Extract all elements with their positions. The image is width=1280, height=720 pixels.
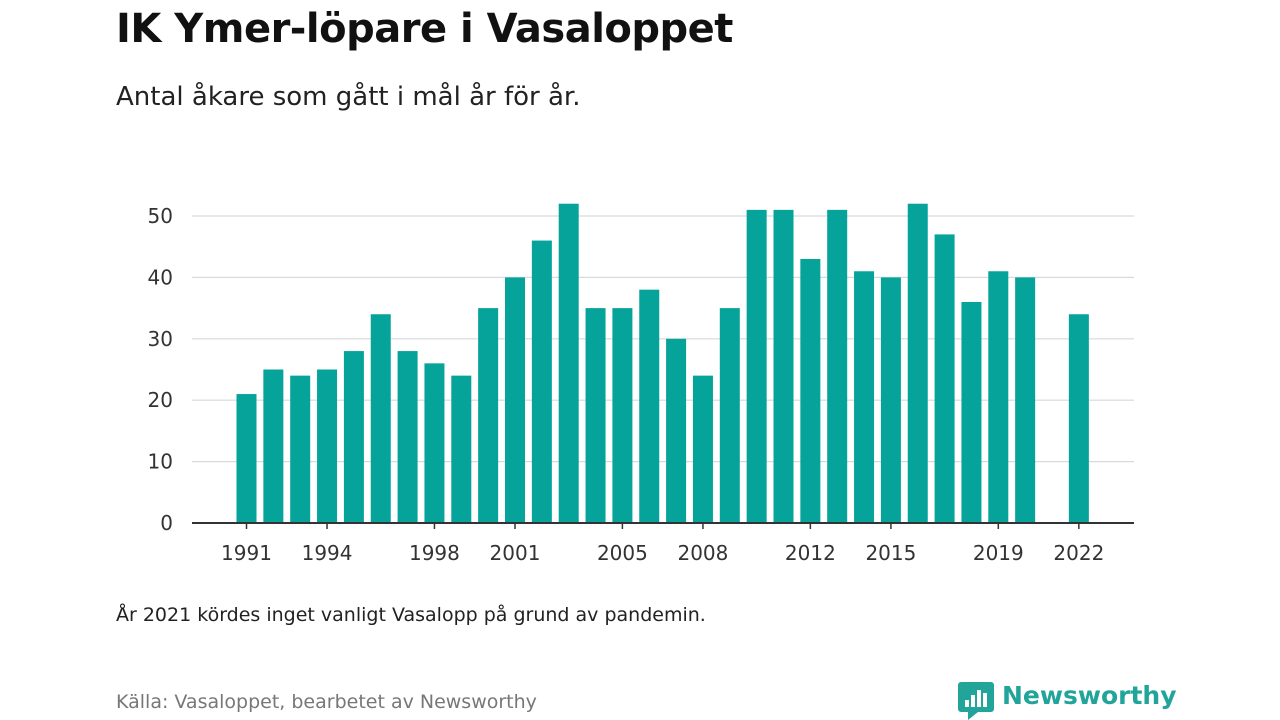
bar-2005 — [612, 308, 633, 523]
y-tick-label: 10 — [148, 450, 173, 474]
bar-1997 — [397, 351, 418, 523]
x-tick-label: 2008 — [677, 541, 728, 565]
bar-1995 — [343, 351, 364, 523]
bar-2019 — [988, 271, 1009, 523]
x-tick-label: 2015 — [865, 541, 916, 565]
newsworthy-brand[interactable]: Newsworthy — [958, 680, 1177, 720]
bar-1991 — [236, 394, 257, 523]
bar-2003 — [558, 203, 579, 523]
bar-1992 — [263, 369, 284, 523]
bar-2014 — [854, 271, 875, 523]
bar-2017 — [934, 234, 955, 524]
bar-2022 — [1068, 314, 1089, 523]
bar-2016 — [907, 203, 928, 523]
y-tick-label: 0 — [160, 511, 173, 535]
y-tick-label: 40 — [148, 265, 173, 289]
bar-2013 — [827, 209, 848, 524]
bar-chart: 0 10 20 30 40 50 1991 1994 1998 2001 2005 2008 2012 2… — [148, 203, 1134, 565]
y-tick-label: 50 — [148, 204, 173, 228]
x-tick-label: 2005 — [597, 541, 648, 565]
bar-2004 — [585, 308, 606, 523]
x-tick-label: 2022 — [1053, 541, 1104, 565]
x-tick-label: 1998 — [409, 541, 460, 565]
bar-1994 — [317, 369, 338, 523]
x-tick-label: 2019 — [973, 541, 1024, 565]
bar-2010 — [746, 209, 767, 524]
bar-2008 — [692, 375, 713, 523]
bar-2009 — [719, 308, 740, 523]
newsworthy-logo-icon — [958, 682, 994, 720]
bar-1998 — [424, 363, 445, 523]
x-tick-label: 1991 — [221, 541, 272, 565]
brand-name: Newsworthy — [1002, 681, 1177, 710]
bar-2007 — [666, 338, 687, 523]
bar-2011 — [773, 209, 794, 524]
bar-1999 — [451, 375, 472, 523]
source-text: Källa: Vasaloppet, bearbetet av Newswort… — [116, 691, 537, 713]
bar-2015 — [880, 277, 901, 523]
chart-title: IK Ymer-löpare i Vasaloppet — [116, 6, 733, 52]
x-tick-label: 2012 — [785, 541, 836, 565]
bar-2012 — [800, 258, 821, 523]
bar-2002 — [531, 240, 552, 523]
bar-2006 — [639, 289, 660, 523]
y-tick-label: 30 — [148, 327, 173, 351]
chart-subtitle: Antal åkare som gått i mål år för år. — [116, 82, 581, 112]
bar-2020 — [1015, 277, 1036, 523]
bar-1996 — [370, 314, 391, 523]
bar-1993 — [290, 375, 311, 523]
bar-2018 — [961, 301, 982, 523]
chart-note: År 2021 kördes inget vanligt Vasalopp på… — [116, 604, 706, 626]
bar-2000 — [478, 308, 499, 523]
y-tick-label: 20 — [148, 388, 173, 412]
x-tick-label: 2001 — [490, 541, 541, 565]
x-tick-label: 1994 — [302, 541, 353, 565]
bar-2001 — [505, 277, 525, 523]
